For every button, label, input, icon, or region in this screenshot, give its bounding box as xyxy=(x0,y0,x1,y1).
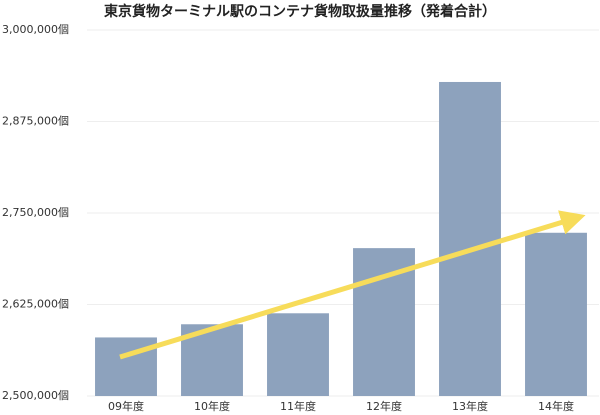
x-tick-label: 12年度 xyxy=(366,399,402,413)
bar xyxy=(267,313,329,396)
x-tick-label: 14年度 xyxy=(538,399,574,413)
y-tick-label: 3,000,000個 xyxy=(2,23,69,36)
grid: 2,500,000個 2,625,000個 2,750,000個 2,875,000個… xyxy=(2,23,599,402)
x-tick-label: 11年度 xyxy=(280,399,316,413)
y-tick-label: 2,750,000個 xyxy=(2,206,69,219)
bar xyxy=(439,81,501,397)
x-tick-label: 09年度 xyxy=(108,399,144,413)
y-tick-label: 2,500,000個 xyxy=(2,389,69,402)
bar xyxy=(525,232,587,396)
x-tick-label: 10年度 xyxy=(194,399,230,413)
y-tick-label: 2,625,000個 xyxy=(2,298,69,311)
y-tick-label: 2,875,000個 xyxy=(2,115,69,128)
x-tick-label: 13年度 xyxy=(452,399,488,413)
chart-title: 東京貨物ターミナル駅のコンテナ貨物取扱量推移（発着合計） xyxy=(104,3,496,20)
trend-arrow xyxy=(119,210,586,360)
